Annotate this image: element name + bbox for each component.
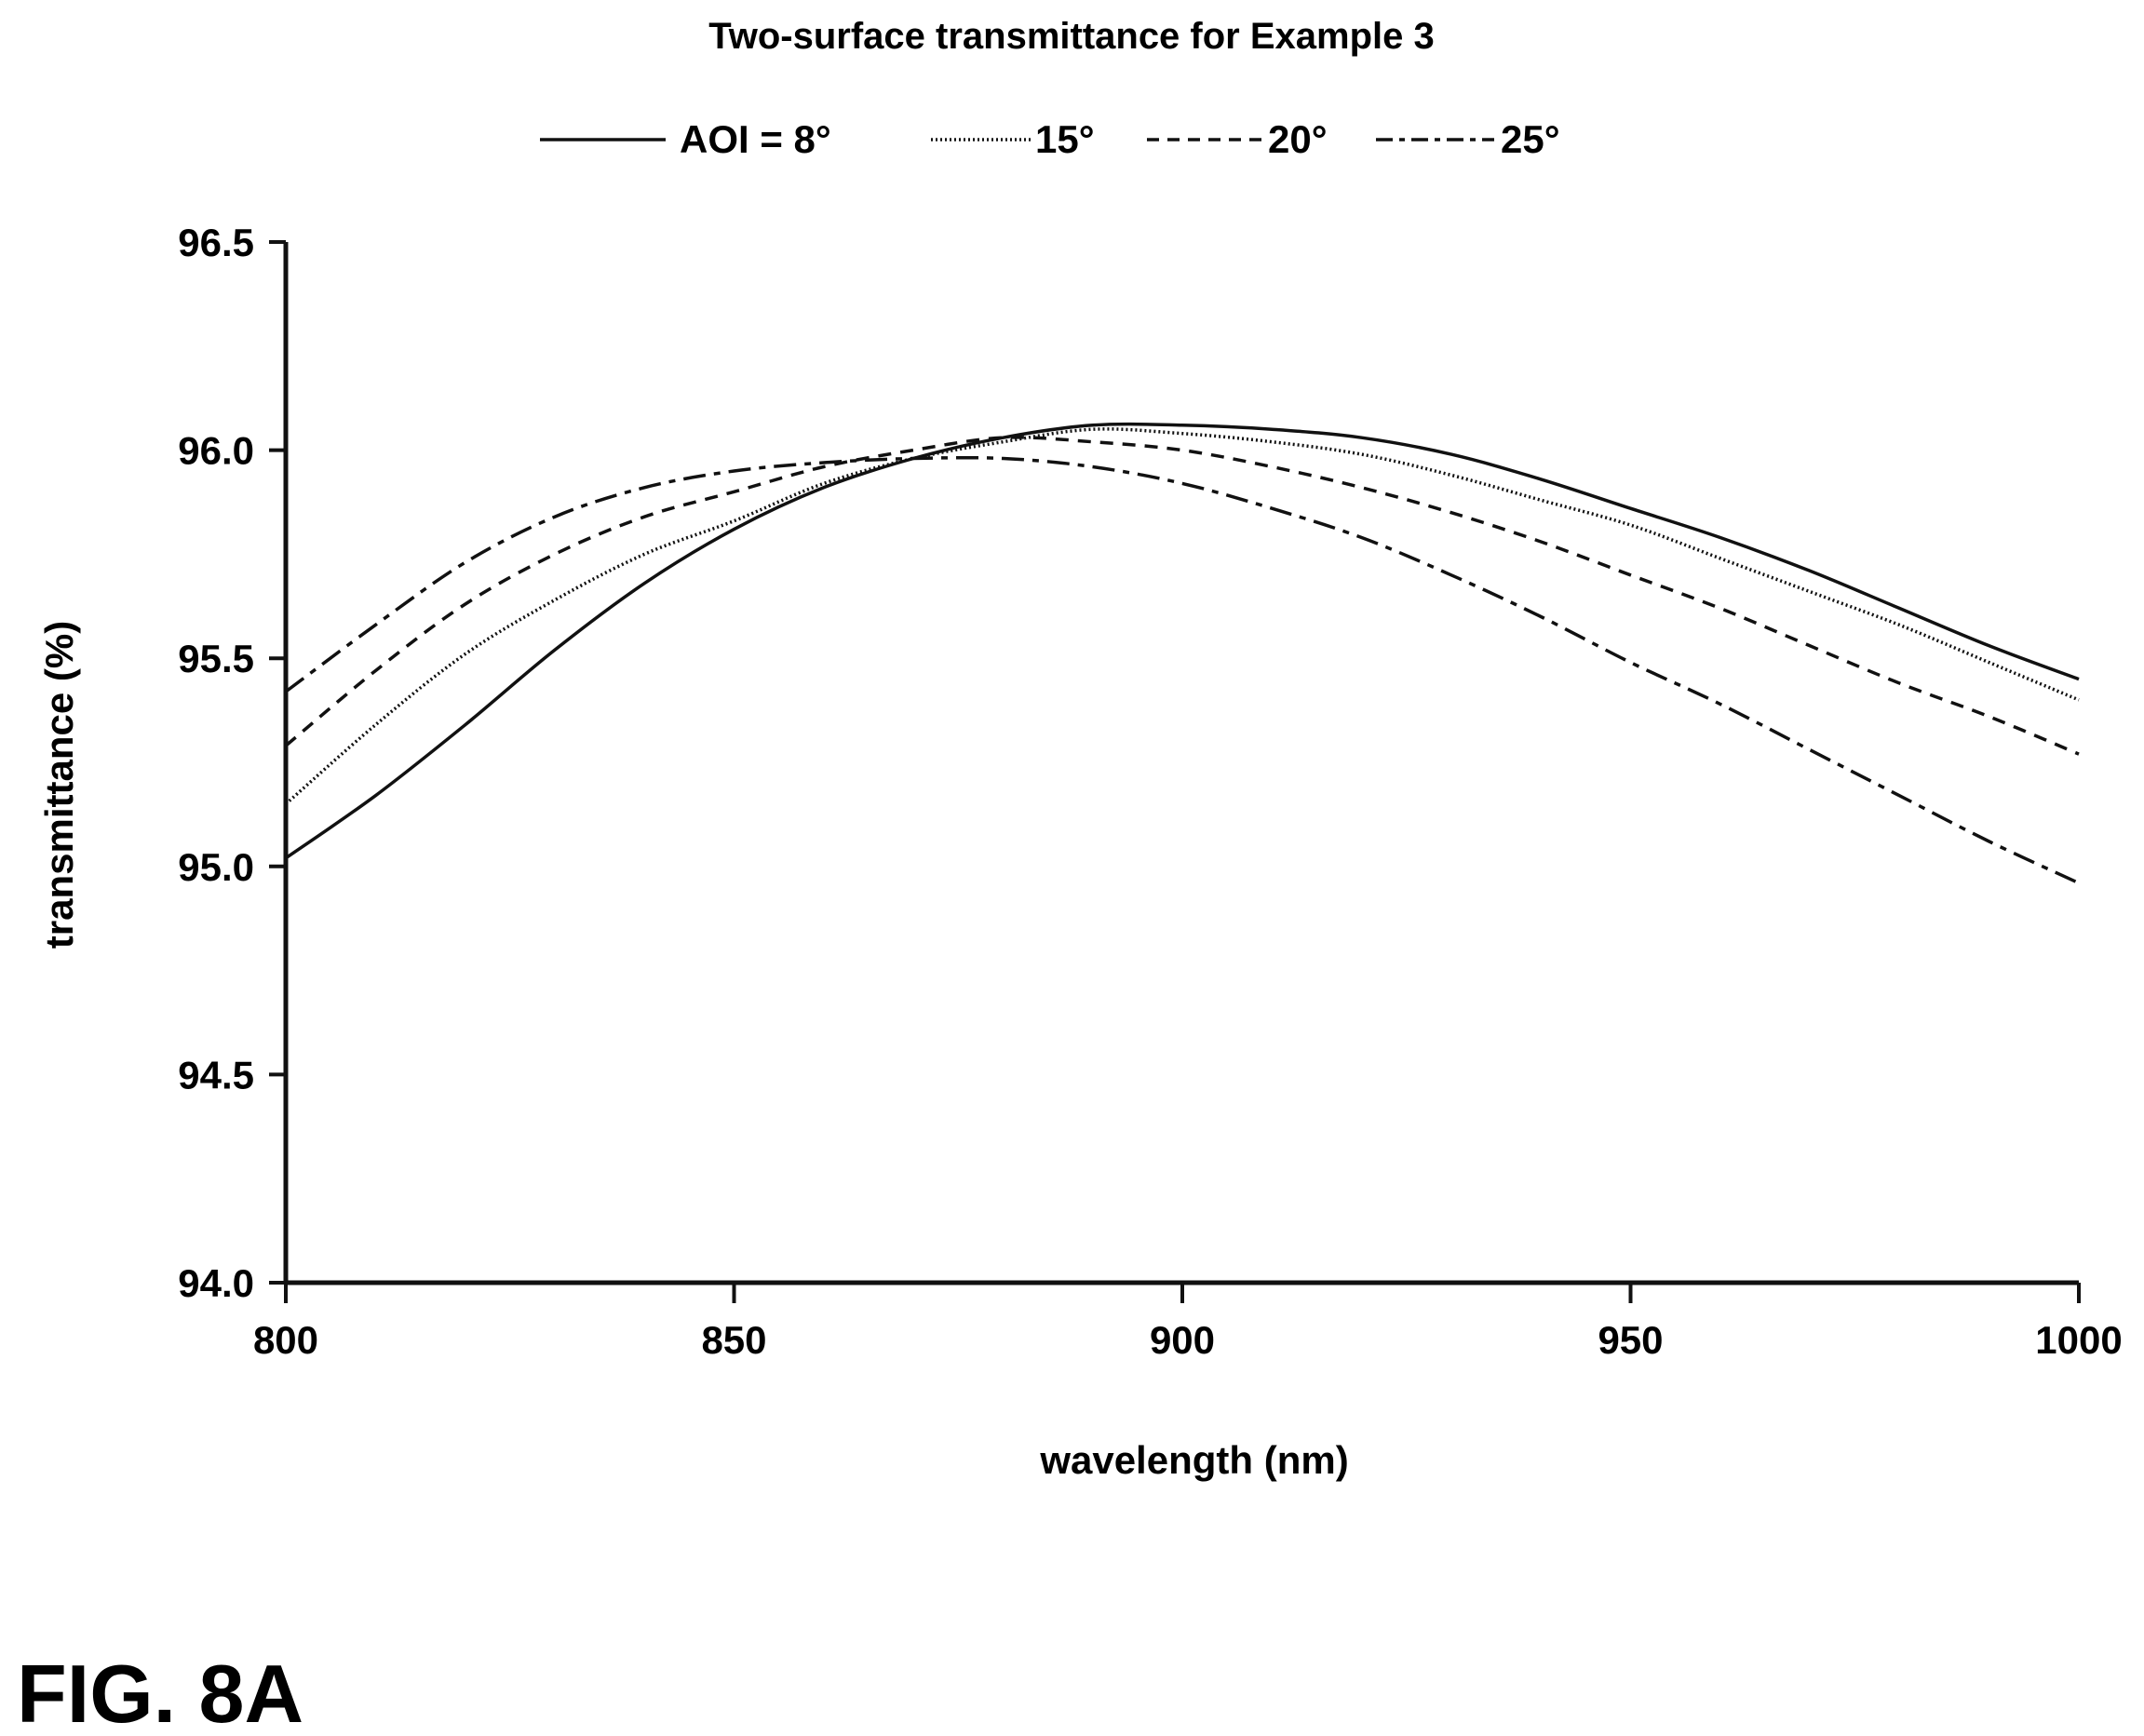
y-tick-label-1: 94.5 bbox=[178, 1053, 254, 1097]
x-tick-label-1: 850 bbox=[701, 1318, 766, 1362]
series-line-0 bbox=[285, 422, 2080, 860]
y-tick-label-0: 94.0 bbox=[178, 1261, 254, 1305]
y-tick-label-5: 96.5 bbox=[178, 221, 254, 264]
y-tick-label-4: 96.0 bbox=[178, 429, 254, 473]
legend-label-1: 15° bbox=[1035, 117, 1095, 161]
series-line-2 bbox=[284, 436, 2080, 756]
legend-label-2: 20° bbox=[1268, 117, 1328, 161]
x-tick-label-4: 1000 bbox=[2035, 1318, 2122, 1362]
x-axis-title: wavelength (nm) bbox=[1039, 1438, 1348, 1482]
chart-title: Two-surface transmittance for Example 3 bbox=[708, 16, 1435, 57]
y-axis-title: transmittance (%) bbox=[37, 621, 81, 949]
legend-label-3: 25° bbox=[1501, 117, 1560, 161]
x-tick-label-2: 900 bbox=[1150, 1318, 1215, 1362]
figure-label: FIG. 8A bbox=[17, 1648, 303, 1736]
series-line-1 bbox=[284, 427, 2080, 806]
series-line-3 bbox=[284, 455, 2080, 885]
y-tick-label-2: 95.0 bbox=[178, 845, 254, 889]
x-tick-label-0: 800 bbox=[253, 1318, 318, 1362]
axes: 800 850 900 950 1000 94.0 94.5 95.0 95.5 96.0 96.5 bbox=[178, 221, 2122, 1362]
x-tick-label-3: 950 bbox=[1598, 1318, 1663, 1362]
plot-lines bbox=[284, 422, 2080, 885]
y-tick-label-3: 95.5 bbox=[178, 637, 254, 680]
legend: AOI = 8° 15° 20° 25° bbox=[540, 117, 1560, 161]
legend-label-0: AOI = 8° bbox=[680, 117, 831, 161]
